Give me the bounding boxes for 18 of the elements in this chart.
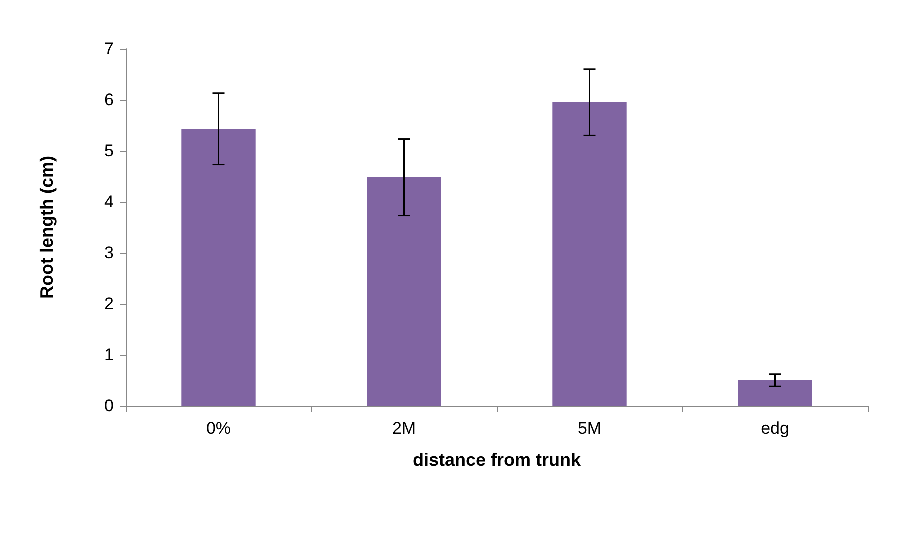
x-tick-label: edg [761, 419, 790, 438]
y-tick-label: 7 [104, 40, 114, 58]
x-tick-label: 5M [578, 419, 602, 438]
y-tick-label: 0 [104, 396, 114, 416]
y-tick-label: 6 [104, 90, 114, 110]
y-tick-label: 2 [104, 294, 114, 314]
x-tick-label: 2M [392, 419, 416, 438]
x-axis-title: distance from trunk [412, 450, 582, 470]
y-axis-title: Root length (cm) [37, 156, 57, 299]
bar [182, 129, 256, 406]
y-tick-label: 3 [104, 244, 114, 262]
y-tick-label: 5 [104, 142, 114, 160]
x-tick-label: 0% [206, 419, 232, 438]
y-tick-label: 1 [104, 346, 114, 364]
bar [552, 102, 627, 406]
y-tick-label: 4 [104, 192, 114, 212]
bar [367, 178, 442, 406]
bar [738, 380, 812, 406]
